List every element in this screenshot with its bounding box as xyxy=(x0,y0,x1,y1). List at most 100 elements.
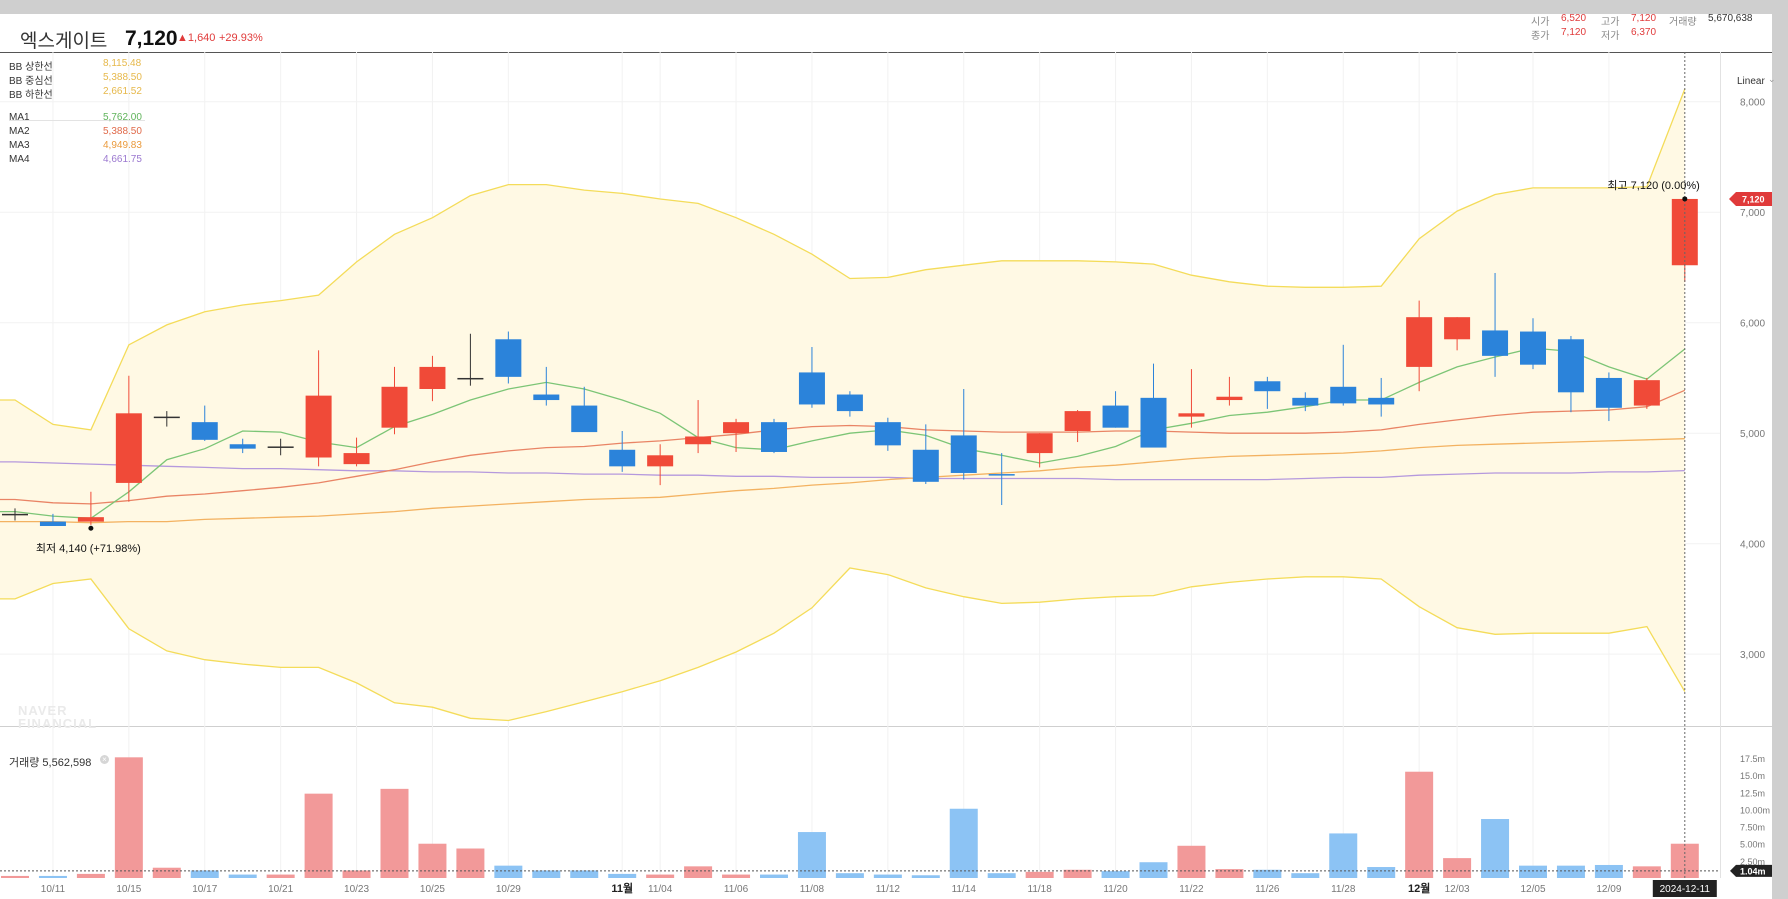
y-tick-label-8,000: 8,000 xyxy=(1740,98,1765,109)
volume-bar-12/03 xyxy=(1443,858,1472,878)
legend-ma2-value: 5,388.50 xyxy=(103,126,142,137)
candle-body-10/14 xyxy=(77,517,104,522)
volume-bar-10/14 xyxy=(76,873,105,878)
volume-label-header: 거래량 xyxy=(1669,17,1697,28)
x-tick-label-10/17: 10/17 xyxy=(192,884,217,895)
volume-bar-10/22 xyxy=(304,793,333,878)
candle-body-11/13 xyxy=(912,449,939,482)
vol-tick-label-17.5m: 17.5m xyxy=(1740,754,1765,764)
volume-bar-11/14 xyxy=(949,808,978,878)
legend-ma3-value: 4,949.83 xyxy=(103,140,142,151)
candle-body-10/11 xyxy=(39,521,66,527)
legend-bb-mid-label: BB 중심선 xyxy=(9,76,53,87)
candle-body-11/15 xyxy=(988,474,1015,476)
high-label: 고가 xyxy=(1601,17,1620,28)
legend-ma1-label: MA1 xyxy=(9,112,30,123)
stock-chart[interactable]: 8,000 7,000 6,000 5,000 4,000 3,000 17.5m 15.0m… xyxy=(0,14,1772,899)
plot-area-border xyxy=(1720,52,1721,878)
candle-body-11/26 xyxy=(1254,381,1281,392)
y-tick-label-7,000: 7,000 xyxy=(1740,208,1765,219)
volume-bar-11/05 xyxy=(684,866,713,878)
candle-body-11/14 xyxy=(950,435,977,473)
bb-upper-line xyxy=(0,88,1686,431)
x-tick-label-11/18: 11/18 xyxy=(1028,884,1053,895)
volume-bar-10/25 xyxy=(418,843,447,878)
x-tick-label-12월: 12월 xyxy=(1408,881,1430,895)
candle-body-11/29 xyxy=(1368,397,1395,405)
price-change: ▲1,640 xyxy=(177,32,215,44)
candle-body-10/23 xyxy=(343,453,370,465)
x-tick-label-10/11: 10/11 xyxy=(41,884,66,895)
candle-body-12/05 xyxy=(1520,331,1546,365)
axes: 8,000 7,000 6,000 5,000 4,000 3,000 17.5m 15.0m… xyxy=(41,52,1772,897)
candle-body-12/10 xyxy=(1633,380,1660,406)
volume-bar-11/04 xyxy=(646,874,675,878)
candle-body-10/18 xyxy=(229,444,256,449)
volume-bar-11/11 xyxy=(835,873,864,878)
candle-body-11/06 xyxy=(723,422,750,434)
candle-body-11/04 xyxy=(647,455,674,467)
volume-bar-11/06 xyxy=(722,874,751,878)
volume-bar-10/28 xyxy=(456,848,485,878)
volume-bar-10/18 xyxy=(228,874,257,878)
low-value: 6,370 xyxy=(1631,27,1657,38)
volume-bar-10/24 xyxy=(380,788,409,878)
close-icon[interactable]: × xyxy=(100,755,109,764)
vol-tick-label-12.5m: 12.5m xyxy=(1740,788,1765,798)
open-label: 시가 xyxy=(1531,17,1550,28)
candle-body-11/08 xyxy=(798,372,825,405)
candle-body-11/28 xyxy=(1330,386,1357,404)
min-annotation-label: 최저 4,140 (+71.98%) xyxy=(36,542,141,555)
volume-bar-10/29 xyxy=(494,865,523,878)
volume-bar-10/10 xyxy=(1,875,29,878)
vol-tick-label-10.00m: 10.00m xyxy=(1740,805,1770,815)
scale-select[interactable]: Linear xyxy=(1737,76,1765,87)
x-tick-label-11/20: 11/20 xyxy=(1103,884,1128,895)
ma4-line xyxy=(0,461,1685,481)
close-label: 종가 xyxy=(1531,31,1550,42)
candle-body-11/19 xyxy=(1064,411,1091,431)
candle-body-10/15 xyxy=(115,413,142,483)
chevron-down-icon[interactable]: ⌄ xyxy=(1768,74,1776,84)
watermark-line-1: NAVER xyxy=(18,703,68,718)
price-tag xyxy=(1729,191,1772,206)
volume-bar-11/26 xyxy=(1253,869,1282,878)
x-tick-label-11/08: 11/08 xyxy=(800,884,825,895)
x-tick-label-11월: 11월 xyxy=(611,881,633,895)
pane-divider xyxy=(0,726,1772,727)
legend-bb-lower-value: 2,661.52 xyxy=(103,86,142,97)
candle-body-10/16 xyxy=(153,416,180,419)
volume-bar-10/21 xyxy=(266,874,295,878)
candle-body-12/02 xyxy=(1406,317,1433,367)
x-tick-label-11/22: 11/22 xyxy=(1179,884,1204,895)
ma2-line xyxy=(0,389,1686,505)
volume-value-header: 5,670,638 xyxy=(1708,13,1753,24)
current-date-tag xyxy=(1652,880,1717,897)
header-divider xyxy=(0,52,1772,53)
candle-body-10/25 xyxy=(419,366,446,389)
candle-body-10/28 xyxy=(457,377,484,380)
legend-ma4-label: MA4 xyxy=(9,154,30,165)
vol-tick-label-15.0m: 15.0m xyxy=(1740,771,1765,781)
candle-body-11/05 xyxy=(685,436,712,445)
candle-body-11/25 xyxy=(1216,396,1243,401)
volume-bar-10/31 xyxy=(570,870,599,878)
candle-body-10/21 xyxy=(267,446,294,448)
candle-body-10/17 xyxy=(191,422,218,440)
volume-bar-10/23 xyxy=(342,870,371,878)
x-tick-label-11/04: 11/04 xyxy=(648,884,673,895)
low-label: 저가 xyxy=(1601,31,1620,42)
candle-body-12/09 xyxy=(1595,377,1622,408)
volume-bar-11/22 xyxy=(1177,845,1206,878)
min-point-marker xyxy=(88,525,94,531)
candle-body-10/24 xyxy=(381,386,408,428)
volume-bar-11/01 xyxy=(608,873,637,878)
candle-body-11/27 xyxy=(1292,397,1319,406)
ma1-line xyxy=(0,347,1686,519)
candle-body-12/04 xyxy=(1482,330,1509,356)
chart-frame: 8,000 7,000 6,000 5,000 4,000 3,000 17.5m 15.0m… xyxy=(0,13,1776,899)
volume-bar-10/30 xyxy=(532,870,561,878)
legend-ma1-value: 5,762.00 xyxy=(103,112,142,123)
volume-bar-12/10 xyxy=(1632,866,1661,878)
price-change-value: 1,640 xyxy=(187,32,216,44)
